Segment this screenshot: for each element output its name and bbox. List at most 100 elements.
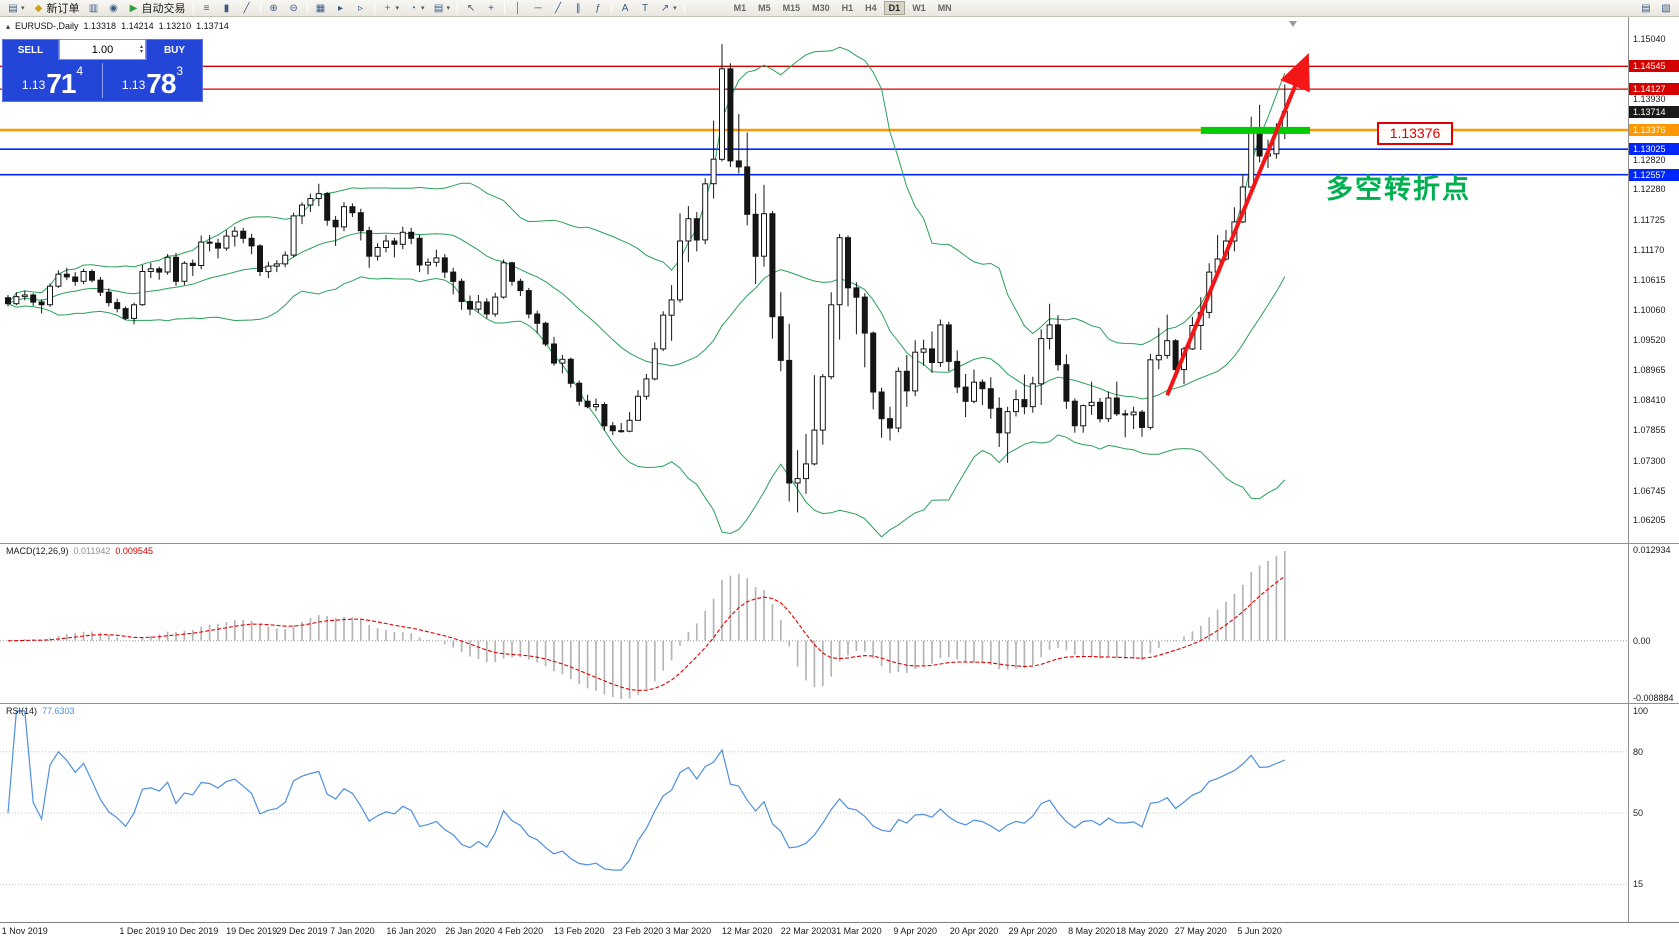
timeframe-d1[interactable]: D1 — [883, 1, 906, 15]
timeframe-m5[interactable]: M5 — [753, 1, 776, 15]
arrows-icon: ↗ — [660, 2, 670, 14]
chart-shift-icon: ▹ — [358, 2, 364, 14]
date-label: 4 Feb 2020 — [497, 926, 544, 936]
sell-price-prefix: 1.13 — [21, 78, 46, 92]
candlestick-chart-button[interactable]: ▮ — [218, 1, 236, 16]
rsi-axis-label: 80 — [1633, 746, 1644, 757]
date-label: 29 Dec 2019 — [276, 926, 328, 936]
macd-label: MACD(12,26,9) 0.011942 0.009545 — [6, 546, 153, 556]
crosshair-icon: + — [488, 2, 494, 14]
new-order-button[interactable]: ◆ 新订单 — [30, 1, 83, 16]
text-label-button[interactable]: T — [636, 1, 654, 16]
line-chart-icon: ╱ — [243, 2, 250, 14]
print-button[interactable]: ▤ — [1637, 1, 1655, 16]
price-level-tag: 1.12557 — [1629, 168, 1679, 181]
text-button[interactable]: A — [616, 1, 634, 16]
price-axis[interactable]: 1.150401.144851.139301.133751.128201.122… — [1629, 17, 1679, 922]
timeframe-m1[interactable]: M1 — [729, 1, 752, 15]
price-axis-label: 1.10615 — [1633, 275, 1666, 285]
chart-canvas[interactable] — [0, 17, 1679, 927]
templates-icon: ▤ — [433, 2, 444, 14]
zoom-out-button[interactable]: ⊖ — [285, 1, 303, 16]
chevron-down-icon: ▾ — [395, 5, 400, 12]
macd-axis-label: 0.012934 — [1633, 545, 1671, 555]
chevron-down-icon: ▾ — [421, 5, 425, 12]
one-click-trading-panel: SELL ▴▾ BUY 1.13 71 4 1.13 78 3 — [2, 39, 203, 102]
price-axis-label: 1.06745 — [1633, 485, 1666, 496]
market-watch-button[interactable]: ▥ — [85, 1, 103, 16]
indicators-button[interactable]: + ▾ — [379, 1, 403, 16]
macd-axis-label: -0.008884 — [1633, 693, 1674, 703]
channel-icon: ∥ — [575, 2, 581, 14]
trend-annotation-text[interactable]: 多空转折点 — [1326, 174, 1471, 204]
navigator-button[interactable]: ◉ — [105, 1, 123, 16]
price-callout-box[interactable]: 1.13376 — [1377, 122, 1453, 145]
spin-down-icon[interactable]: ▾ — [139, 48, 143, 55]
price-axis-label: 1.12820 — [1633, 154, 1666, 165]
price-axis-label: 1.08410 — [1633, 395, 1666, 406]
buy-button[interactable]: BUY — [146, 39, 203, 60]
trendline-button[interactable]: ╱ — [549, 1, 567, 16]
price-axis-label: 1.06205 — [1633, 515, 1666, 526]
toolbar-separator — [611, 2, 613, 14]
timeframe-h1[interactable]: H1 — [837, 1, 859, 15]
periods-button[interactable]: ◔ ▾ — [404, 1, 428, 16]
auto-trading-button-label: 自动交易 — [141, 3, 186, 15]
preview-button[interactable]: ▧ — [1657, 1, 1675, 16]
templates-button[interactable]: ▤ ▾ — [430, 1, 454, 16]
ohlc-low: 1.13210 — [158, 21, 192, 31]
price-divider — [102, 63, 103, 98]
zoom-in-button[interactable]: ⊕ — [265, 1, 283, 16]
sell-price-display[interactable]: 1.13 71 4 — [3, 60, 102, 101]
bar-chart-button[interactable]: ≡ — [198, 1, 216, 16]
date-label: 5 Jun 2020 — [1237, 926, 1282, 936]
chevron-down-icon: ▾ — [446, 5, 451, 12]
chart-shift-button[interactable]: ▹ — [352, 1, 370, 16]
fibonacci-icon: ƒ — [595, 2, 601, 14]
sell-button[interactable]: SELL — [2, 39, 59, 60]
horizontal-line-button[interactable]: ─ — [529, 1, 547, 16]
line-chart-button[interactable]: ╱ — [238, 1, 256, 16]
timeframe-h4[interactable]: H4 — [860, 1, 882, 15]
vertical-line-button[interactable]: │ — [509, 1, 527, 16]
rsi-label: RSI(14) 77.6303 — [6, 706, 75, 716]
timeframe-mn[interactable]: MN — [933, 1, 957, 15]
price-axis-label: 1.13930 — [1633, 94, 1666, 105]
symbol-period-label: EURUSD-,Daily — [15, 21, 79, 31]
channel-button[interactable]: ∥ — [569, 1, 587, 16]
date-label: 27 May 2020 — [1174, 926, 1227, 936]
price-axis-label: 1.07300 — [1633, 455, 1666, 466]
crosshair-button[interactable]: + — [482, 1, 500, 16]
date-label: 23 Feb 2020 — [612, 926, 664, 936]
price-axis-label: 1.09520 — [1633, 334, 1666, 345]
macd-name: MACD(12,26,9) — [6, 546, 69, 556]
tile-windows-button[interactable]: ▦ — [312, 1, 330, 16]
timeframe-m30[interactable]: M30 — [807, 1, 835, 15]
auto-scroll-button[interactable]: ▸ — [332, 1, 350, 16]
indicators-icon: + — [384, 2, 391, 14]
price-axis-label: 1.11170 — [1633, 244, 1665, 255]
cursor-button[interactable]: ↖ — [462, 1, 480, 16]
date-axis[interactable]: 1 Nov 2019 1 Dec 2019 10 Dec 2019 19 Dec 20… — [0, 922, 1679, 940]
buy-price-pip: 3 — [176, 64, 184, 78]
date-label: 22 Mar 2020 — [780, 926, 832, 936]
timeframe-m15[interactable]: M15 — [778, 1, 806, 15]
auto-trading-button[interactable]: ▶ 自动交易 — [125, 1, 189, 16]
print-icon: ▤ — [1641, 2, 1651, 14]
fibonacci-button[interactable]: ƒ — [589, 1, 607, 16]
toolbar-separator — [259, 2, 261, 14]
volume-spinner[interactable]: ▴ ▾ — [140, 40, 143, 59]
volume-field: ▴▾ — [59, 39, 146, 60]
buy-price-display[interactable]: 1.13 78 3 — [103, 60, 202, 101]
spin-up-icon[interactable]: ▴ — [139, 43, 143, 50]
current-price-tag: 1.13714 — [1629, 105, 1679, 118]
volume-input[interactable] — [76, 43, 129, 56]
macd-axis-label: 0.00 — [1633, 635, 1651, 646]
new-chart-button[interactable]: ▤ ▾ — [4, 1, 28, 16]
bar-chart-icon: ≡ — [203, 2, 210, 14]
new-order-icon: ◆ — [34, 2, 43, 14]
toolbar-separator — [683, 2, 685, 14]
price-axis-label: 1.15040 — [1633, 33, 1666, 44]
timeframe-w1[interactable]: W1 — [907, 1, 931, 15]
arrows-button[interactable]: ↗ ▾ — [656, 1, 680, 16]
